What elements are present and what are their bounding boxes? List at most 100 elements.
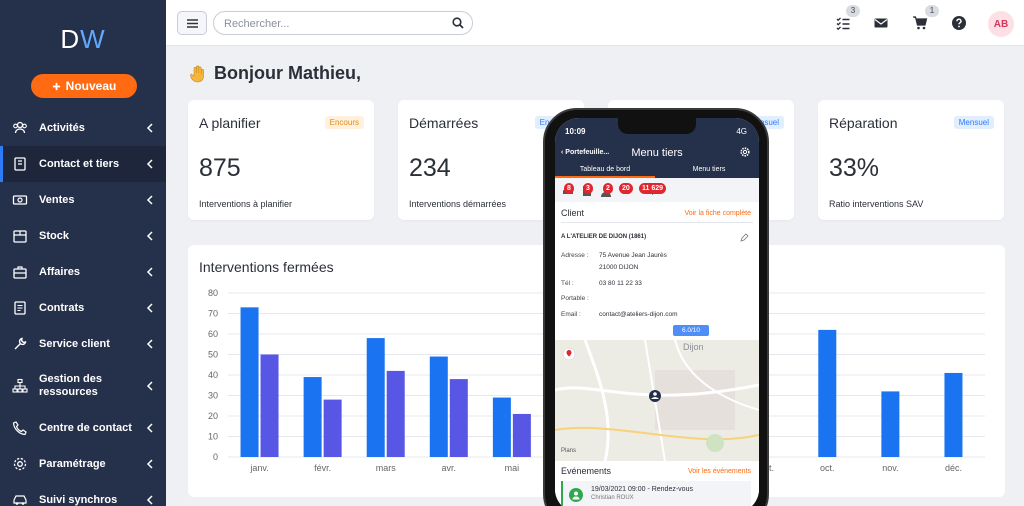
address-value: 75 Avenue Jean Jaurès: [599, 252, 667, 259]
chevron-left-icon: [146, 423, 153, 433]
address-label: Adresse :: [561, 252, 589, 259]
sidebar-item-contrats[interactable]: Contrats: [0, 290, 166, 326]
sidebar-item-activites[interactable]: Activités: [0, 110, 166, 146]
tab-dashboard[interactable]: Tableau de bord: [555, 166, 655, 178]
gear-icon[interactable]: [740, 147, 750, 157]
bar: [944, 372, 963, 457]
x-tick-label: janv.: [249, 463, 268, 473]
edit-icon[interactable]: [740, 233, 749, 242]
help-icon[interactable]: [951, 15, 967, 31]
tel-value[interactable]: 03 80 11 22 33: [599, 280, 642, 287]
bar: [818, 329, 837, 457]
x-tick-label: mars: [376, 463, 396, 473]
count-badge: 2: [603, 183, 613, 194]
event-title: 19/03/2021 09:00 - Rendez-vous: [591, 486, 693, 493]
cart-badge: 1: [925, 5, 939, 17]
events-title: Evénements: [561, 466, 612, 476]
chevron-left-icon: [146, 459, 153, 469]
card-title: Démarrées: [409, 115, 479, 131]
kpi-card-reparation[interactable]: Réparation Mensuel 33% Ratio interventio…: [818, 100, 1004, 220]
bar: [240, 307, 259, 457]
event-card[interactable]: 19/03/2021 09:00 - Rendez-vous Christian…: [561, 481, 751, 506]
client-detail-link[interactable]: Voir la fiche complète: [684, 210, 751, 217]
chevron-left-icon: [146, 195, 153, 205]
card-subtitle: Interventions démarrées: [409, 199, 507, 209]
sidebar: DW Nouveau Activités Contact et tiers Ve…: [0, 0, 166, 506]
phone-icon: [12, 421, 27, 436]
map-city-label: Dijon: [683, 342, 704, 352]
sidebar-item-stock[interactable]: Stock: [0, 218, 166, 254]
sidebar-item-gestion-ressources[interactable]: Gestion des ressources: [0, 362, 166, 410]
chevron-left-icon: [146, 339, 153, 349]
phone-notch: [618, 118, 696, 134]
y-tick-label: 50: [208, 350, 218, 360]
search-input[interactable]: [224, 16, 444, 31]
tasks-icon[interactable]: [835, 15, 851, 31]
x-tick-label: avr.: [442, 463, 457, 473]
topbar: 3 1 AB: [166, 0, 1024, 46]
search-box: [213, 11, 473, 35]
sidebar-item-ventes[interactable]: Ventes: [0, 182, 166, 218]
y-tick-label: 0: [213, 452, 218, 462]
app-header: ‹ Portefeuille... Menu tiers: [555, 142, 759, 164]
sidebar-item-contact-tiers[interactable]: Contact et tiers: [0, 146, 166, 182]
sidebar-item-parametrage[interactable]: Paramétrage: [0, 446, 166, 482]
events-section: Evénements Voir les événements 19/03/202…: [555, 461, 759, 506]
menu-toggle-button[interactable]: [177, 11, 207, 35]
search-icon[interactable]: [452, 17, 464, 29]
bar: [366, 338, 385, 457]
back-button[interactable]: ‹ Portefeuille...: [561, 149, 610, 156]
chevron-left-icon: [146, 381, 153, 391]
bar: [492, 397, 511, 457]
cart-icon[interactable]: [912, 15, 928, 31]
bar: [386, 370, 405, 457]
status-badge: Mensuel: [953, 116, 994, 129]
person-icon: [569, 488, 583, 502]
contract-icon: [14, 301, 26, 315]
x-tick-label: déc.: [945, 463, 962, 473]
card-subtitle: Interventions à planifier: [199, 199, 293, 209]
map[interactable]: Dijon Plans: [555, 340, 759, 461]
new-button[interactable]: Nouveau: [31, 74, 137, 98]
wrench-icon: [14, 337, 27, 350]
tab-menu-tiers[interactable]: Menu tiers: [692, 166, 726, 173]
card-title: A planifier: [199, 115, 261, 131]
bar: [881, 391, 900, 457]
kpi-card-a-planifier[interactable]: A planifier Encours 875 Interventions à …: [188, 100, 374, 220]
divider: [561, 222, 753, 223]
mail-icon[interactable]: [873, 15, 889, 31]
card-value: 875: [199, 154, 241, 182]
sidebar-item-service-client[interactable]: Service client: [0, 326, 166, 362]
sidebar-nav: Activités Contact et tiers Ventes Stock …: [0, 110, 166, 506]
sidebar-item-affaires[interactable]: Affaires: [0, 254, 166, 290]
sidebar-item-suivi-synchros[interactable]: Suivi synchros: [0, 482, 166, 506]
status-badge: Encours: [324, 116, 364, 129]
x-tick-label: mai: [505, 463, 520, 473]
chevron-left-icon: [146, 123, 153, 133]
avatar[interactable]: AB: [988, 11, 1014, 37]
app-logo[interactable]: DW: [60, 24, 106, 54]
phone-screen: 10:09 4G ‹ Portefeuille... Menu tiers Ta…: [555, 118, 759, 506]
chevron-left-icon: [146, 231, 153, 241]
briefcase-icon: [13, 266, 27, 279]
email-label: Email :: [561, 311, 581, 318]
card-title: Réparation: [829, 115, 898, 131]
client-name: A L'ATELIER DE DIJON (1861): [561, 234, 647, 240]
app-tabs: Tableau de bord Menu tiers: [555, 164, 759, 178]
sidebar-item-centre-contact[interactable]: Centre de contact: [0, 410, 166, 446]
map-attribution: Plans: [561, 448, 577, 454]
address-value: 21000 DIJON: [599, 264, 639, 271]
box-icon: [13, 230, 27, 243]
x-tick-label: oct.: [820, 463, 835, 473]
email-value[interactable]: contact@ateliers-dijon.com: [599, 311, 678, 318]
client-section-title: Client: [561, 208, 585, 218]
mobile-label: Portable :: [561, 295, 589, 302]
x-tick-label: févr.: [314, 463, 331, 473]
y-tick-label: 30: [208, 391, 218, 401]
count-badge: 3: [583, 183, 593, 194]
events-link[interactable]: Voir les événements: [687, 468, 751, 475]
address-book-icon: [14, 157, 26, 171]
y-tick-label: 10: [208, 432, 218, 442]
car-icon: [13, 495, 27, 505]
chevron-left-icon: [146, 303, 153, 313]
